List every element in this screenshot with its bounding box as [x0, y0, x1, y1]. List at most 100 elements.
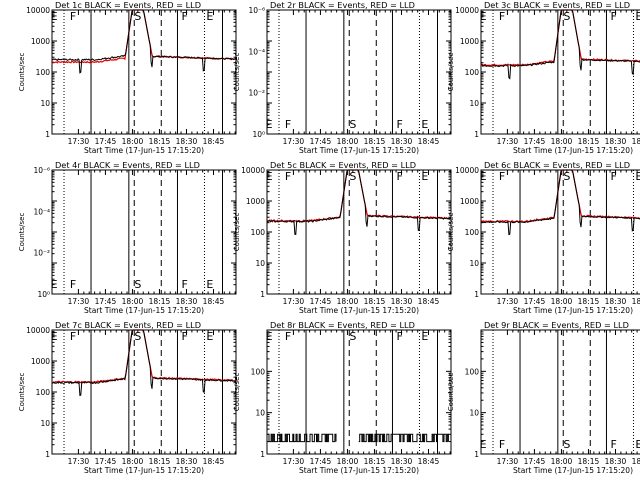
- y-axis-label: Counts/sec: [233, 53, 241, 92]
- region-letter: F: [182, 10, 188, 23]
- panel-title: Det 5c BLACK = Events, RED = LLD: [270, 160, 416, 170]
- y-tick-label: 100: [251, 228, 266, 237]
- x-tick-label: 18:00: [122, 297, 144, 306]
- panel-title: Det 2r BLACK = Events, RED = LLD: [270, 0, 415, 10]
- y-tick-label: 10000: [241, 166, 265, 175]
- y-axis-label: Counts/sec: [18, 373, 26, 412]
- series-events-line: [51, 9, 236, 74]
- region-letter: E: [635, 10, 640, 23]
- series-events-line: [480, 169, 640, 236]
- panel-det-2r: Det 2r BLACK = Events, RED = LLD 10⁰ 10⁻² 1…: [233, 0, 452, 155]
- x-tick-label: 18:00: [551, 297, 573, 306]
- region-letter: F: [499, 10, 505, 23]
- x-axis-label: Start Time (17-Jun-15 17:15:20): [513, 306, 633, 315]
- region-letter: E: [480, 438, 487, 451]
- x-axis-label: Start Time (17-Jun-15 17:15:20): [84, 146, 204, 155]
- region-letter: F: [397, 170, 403, 183]
- y-tick-label: 1000: [246, 197, 265, 206]
- x-tick-label: 17:30: [68, 457, 90, 466]
- y-axis-label: Counts/sec: [447, 373, 455, 412]
- region-letter: S: [563, 438, 570, 451]
- x-tick-label: 17:45: [95, 137, 117, 146]
- region-letter: E: [206, 330, 213, 343]
- x-tick-label: 18:45: [632, 457, 640, 466]
- x-tick-label: 17:30: [283, 297, 305, 306]
- x-tick-label: 17:45: [310, 457, 332, 466]
- panel-title: Det 6c BLACK = Events, RED = LLD: [484, 160, 630, 170]
- x-tick-label: 17:45: [524, 137, 546, 146]
- panel-det-4r: Det 4r BLACK = Events, RED = LLD 10⁰ 10⁻² 1…: [18, 160, 237, 315]
- x-tick-label: 18:15: [364, 457, 386, 466]
- panel-title: Det 1c BLACK = Events, RED = LLD: [55, 0, 201, 10]
- panel-det-6c: Det 6c BLACK = Events, RED = LLD 1 10 100 10…: [447, 160, 640, 315]
- y-tick-label: 10: [255, 259, 265, 268]
- y-axis-label: Counts/sec: [18, 213, 26, 252]
- region-letter: F: [397, 118, 403, 131]
- x-tick-label: 18:15: [364, 297, 386, 306]
- x-axis-label: Start Time (17-Jun-15 17:15:20): [513, 146, 633, 155]
- y-tick-label: 10: [469, 259, 479, 268]
- y-tick-label: 10000: [26, 326, 50, 335]
- x-axis-label: Start Time (17-Jun-15 17:15:20): [513, 466, 633, 475]
- x-tick-label: 17:45: [310, 137, 332, 146]
- region-letter: S: [563, 170, 570, 183]
- x-tick-label: 17:30: [497, 137, 519, 146]
- y-tick-label: 10000: [26, 6, 50, 15]
- y-tick-label: 10: [469, 99, 479, 108]
- region-letter: F: [285, 170, 291, 183]
- y-tick-label: 10⁰: [252, 130, 265, 139]
- x-tick-label: 18:00: [337, 137, 359, 146]
- x-tick-label: 18:15: [149, 137, 171, 146]
- x-tick-label: 18:45: [203, 137, 225, 146]
- panel-title: Det 8r BLACK = Events, RED = LLD: [270, 320, 415, 330]
- y-tick-label: 10: [40, 419, 50, 428]
- x-tick-label: 18:15: [364, 137, 386, 146]
- x-tick-label: 17:45: [524, 297, 546, 306]
- plot-frame: [51, 169, 237, 295]
- x-tick-label: 18:00: [551, 137, 573, 146]
- plot-frame: [480, 169, 640, 295]
- plot-frame: [266, 329, 452, 455]
- x-tick-label: 18:00: [551, 457, 573, 466]
- x-tick-label: 17:30: [68, 137, 90, 146]
- y-tick-label: 1000: [460, 37, 479, 46]
- x-axis-label: Start Time (17-Jun-15 17:15:20): [84, 306, 204, 315]
- y-tick-label: 1: [474, 290, 479, 299]
- plot-frame: [480, 329, 640, 455]
- series-events-line: [51, 329, 236, 397]
- panel-title: Det 4r BLACK = Events, RED = LLD: [55, 160, 200, 170]
- x-tick-label: 18:45: [632, 297, 640, 306]
- y-tick-label: 100: [36, 388, 51, 397]
- x-axis-label: Start Time (17-Jun-15 17:15:20): [84, 466, 204, 475]
- y-tick-label: 1000: [460, 197, 479, 206]
- x-tick-label: 18:30: [605, 137, 627, 146]
- series-events-line: [480, 9, 640, 80]
- region-letter: E: [266, 330, 273, 343]
- region-letter: E: [51, 10, 58, 23]
- panel-det-7c: Det 7c BLACK = Events, RED = LLD 1 10 100 10…: [18, 320, 237, 475]
- y-tick-label: 10⁻⁶: [33, 166, 50, 175]
- panel-title: Det 3c BLACK = Events, RED = LLD: [484, 0, 630, 10]
- x-tick-label: 18:30: [176, 297, 198, 306]
- y-tick-label: 1000: [31, 357, 50, 366]
- panel-det-3c: Det 3c BLACK = Events, RED = LLD 1 10 100 10…: [447, 0, 640, 155]
- y-tick-label: 1000: [31, 37, 50, 46]
- y-tick-label: 10⁻⁴: [248, 47, 265, 56]
- y-tick-label: 100: [465, 228, 480, 237]
- x-tick-label: 18:15: [578, 457, 600, 466]
- region-letter: E: [421, 170, 428, 183]
- y-tick-label: 10: [469, 409, 479, 418]
- region-letter: E: [635, 438, 640, 451]
- x-tick-label: 18:15: [578, 297, 600, 306]
- region-letter: E: [51, 278, 58, 291]
- x-tick-label: 17:45: [524, 457, 546, 466]
- series-events-line: [267, 433, 449, 443]
- y-tick-label: 1: [45, 130, 50, 139]
- x-tick-label: 17:30: [283, 457, 305, 466]
- panel-det-9r: Det 9r BLACK = Events, RED = LLD 1 10 100 Co…: [447, 320, 640, 475]
- y-tick-label: 10⁻⁴: [33, 207, 50, 216]
- x-tick-label: 18:15: [149, 457, 171, 466]
- region-letter: E: [266, 170, 273, 183]
- y-axis-label: Counts/sec: [233, 373, 241, 412]
- x-tick-label: 18:45: [632, 137, 640, 146]
